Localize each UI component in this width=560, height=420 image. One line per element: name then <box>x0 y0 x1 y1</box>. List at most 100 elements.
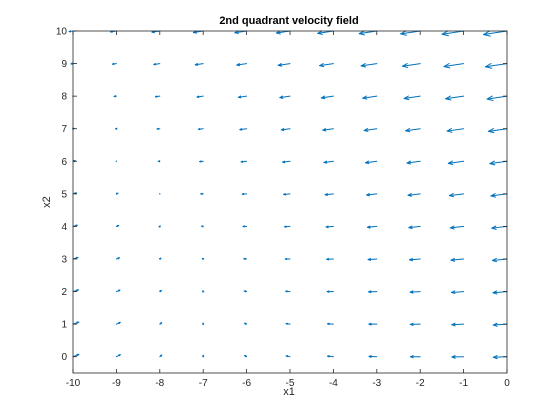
velocity-arrow <box>409 322 421 326</box>
velocity-arrow <box>406 160 421 165</box>
velocity-arrow <box>325 225 334 229</box>
velocity-arrow <box>366 193 378 197</box>
x-tick-label: -7 <box>199 378 208 389</box>
velocity-arrow <box>443 63 465 69</box>
velocity-arrow <box>324 193 334 196</box>
velocity-arrow <box>115 160 118 162</box>
velocity-arrow <box>115 225 120 228</box>
velocity-arrow <box>451 355 465 359</box>
velocity-arrow <box>156 127 161 130</box>
x-tick-label: -8 <box>155 378 164 389</box>
velocity-arrow <box>326 322 334 326</box>
y-tick-label: 2 <box>61 287 67 298</box>
velocity-arrow <box>283 193 291 196</box>
velocity-arrow <box>113 95 117 98</box>
velocity-arrow <box>158 257 162 260</box>
velocity-arrow <box>115 289 121 293</box>
velocity-arrow <box>319 63 334 68</box>
y-axis-label: x2 <box>41 196 53 208</box>
velocity-arrow <box>115 354 121 358</box>
velocity-arrow <box>448 193 465 198</box>
velocity-arrow <box>368 322 378 326</box>
velocity-arrow <box>284 225 291 228</box>
velocity-arrow <box>409 355 421 359</box>
velocity-arrow <box>237 95 248 99</box>
velocity-arrow <box>367 257 378 261</box>
velocity-arrow <box>115 321 121 325</box>
velocity-arrow <box>279 95 291 99</box>
velocity-arrow <box>277 63 291 67</box>
velocity-arrow <box>327 355 334 358</box>
velocity-arrow <box>240 160 248 163</box>
velocity-arrow <box>202 322 205 325</box>
velocity-arrow <box>409 290 421 294</box>
x-tick-label: -6 <box>242 378 251 389</box>
velocity-arrow <box>243 290 248 293</box>
x-axis-ticks: -10 -9 -8 -7 -6 -5 -4 -3 -2 -1 0 <box>66 31 510 389</box>
velocity-arrow <box>243 257 248 260</box>
y-tick-label: 9 <box>61 59 67 70</box>
velocity-arrow <box>280 128 291 132</box>
x-tick-label: -10 <box>66 378 81 389</box>
x-axis-label: x1 <box>283 386 295 398</box>
velocity-arrow <box>441 30 465 37</box>
velocity-arrow <box>408 225 421 230</box>
velocity-arrow <box>488 128 508 134</box>
velocity-arrow <box>155 95 161 98</box>
velocity-arrow <box>285 290 291 293</box>
velocity-arrow <box>197 128 204 131</box>
velocity-arrow <box>159 289 162 293</box>
x-tick-label: -9 <box>112 378 121 389</box>
velocity-arrow <box>403 95 421 101</box>
velocity-arrow <box>239 128 248 131</box>
x-tick-label: 0 <box>504 378 510 389</box>
velocity-arrow <box>159 322 163 325</box>
velocity-arrow <box>201 257 205 261</box>
velocity-arrow <box>368 290 378 294</box>
y-tick-label: 7 <box>61 124 67 135</box>
velocity-arrow <box>115 127 118 130</box>
arrow-layer <box>68 30 508 360</box>
velocity-arrow <box>196 95 204 98</box>
velocity-arrow <box>446 128 465 133</box>
velocity-arrow <box>242 225 248 228</box>
x-tick-label: -3 <box>372 378 381 389</box>
velocity-arrow <box>492 322 508 327</box>
y-tick-label: 3 <box>61 255 67 266</box>
velocity-arrow <box>326 290 334 293</box>
velocity-arrow <box>451 322 465 327</box>
velocity-arrow <box>199 160 204 163</box>
chart-title: 2nd quadrant velocity field <box>219 15 358 27</box>
velocity-arrow <box>202 290 205 293</box>
velocity-arrow <box>486 95 508 101</box>
velocity-arrow <box>447 160 465 165</box>
y-tick-label: 8 <box>61 92 67 103</box>
y-axis-ticks: 0 1 2 3 4 5 6 7 8 9 10 <box>56 27 507 363</box>
velocity-arrow <box>115 192 119 195</box>
y-tick-label: 0 <box>61 352 67 363</box>
velocity-arrow <box>285 355 291 358</box>
velocity-arrow <box>364 160 378 165</box>
velocity-arrow <box>358 30 378 36</box>
velocity-arrow <box>159 354 163 358</box>
velocity-arrow <box>285 322 291 325</box>
velocity-arrow <box>407 193 421 197</box>
velocity-arrow <box>320 95 334 100</box>
y-tick-label: 1 <box>61 320 67 331</box>
velocity-arrow <box>402 63 421 68</box>
velocity-arrow <box>366 225 378 229</box>
y-tick-label: 6 <box>61 157 67 168</box>
velocity-arrow <box>484 62 508 69</box>
velocity-arrow <box>445 95 465 101</box>
velocity-arrow <box>200 192 204 195</box>
velocity-arrow <box>317 30 334 35</box>
velocity-arrow <box>449 225 465 230</box>
velocity-arrow <box>360 63 378 68</box>
x-tick-label: -4 <box>329 378 338 389</box>
velocity-arrow <box>362 95 378 100</box>
velocity-arrow <box>368 355 378 358</box>
velocity-arrow <box>450 290 465 295</box>
velocity-arrow <box>400 30 421 36</box>
velocity-arrow <box>201 225 204 228</box>
y-tick-label: 10 <box>56 27 68 38</box>
